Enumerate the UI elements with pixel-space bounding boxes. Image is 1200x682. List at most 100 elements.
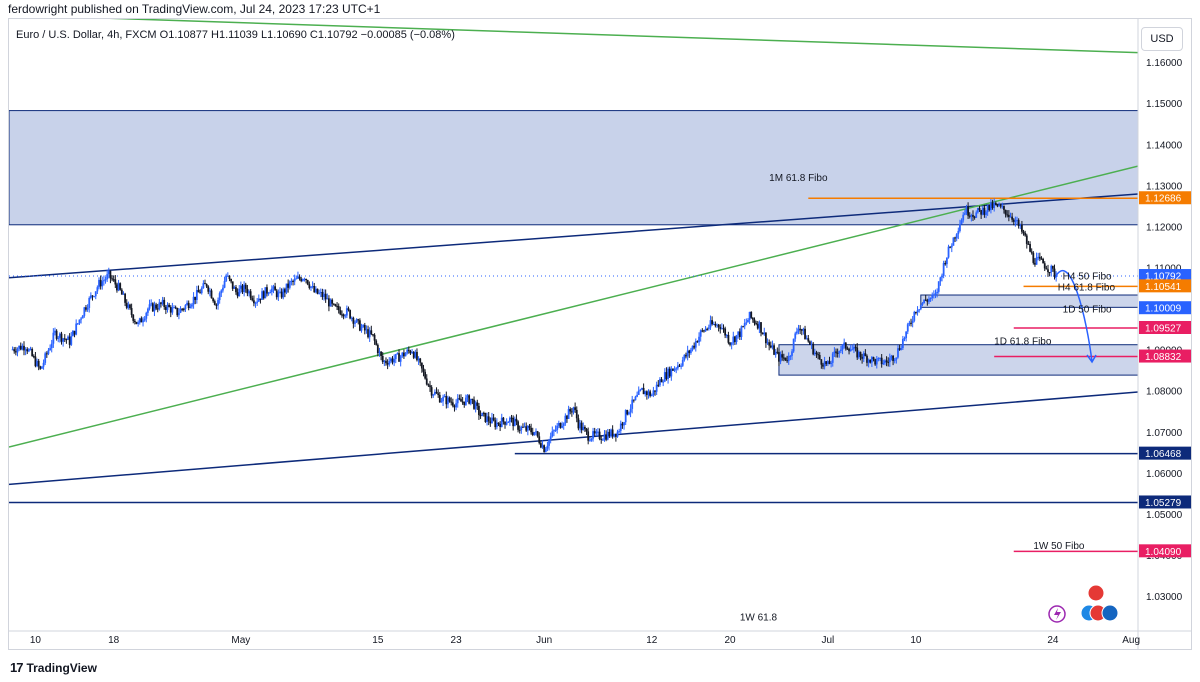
candle-body — [993, 202, 996, 209]
candle-body — [517, 421, 519, 430]
candle-body — [280, 291, 283, 298]
candle-body — [300, 278, 303, 281]
candle-body — [747, 320, 749, 323]
price-tag[interactable] — [1139, 349, 1191, 363]
candle-body — [823, 361, 826, 367]
candle-body — [820, 359, 823, 365]
candle-body — [1024, 232, 1027, 236]
price-tag-label: 1.09527 — [1145, 323, 1182, 334]
x-tick-label: 23 — [451, 635, 463, 646]
fibo-annotation[interactable]: 1W 50 Fibo — [1033, 541, 1085, 552]
calendar-event-icon[interactable] — [1101, 604, 1119, 622]
indicator-icons[interactable] — [1048, 584, 1119, 623]
candle-body — [533, 431, 536, 435]
candle-body — [549, 436, 552, 440]
candle-body — [685, 354, 687, 357]
candle-body — [570, 411, 573, 413]
price-tag[interactable] — [1139, 320, 1191, 334]
candle-body — [634, 396, 637, 401]
candle-body — [345, 308, 348, 316]
fibo-annotation[interactable]: 1D 50 Fibo — [1063, 305, 1112, 316]
fibo-zone[interactable] — [9, 110, 1138, 226]
trend-line[interactable] — [9, 165, 1138, 448]
trend-line[interactable] — [9, 193, 1138, 279]
candle-body — [836, 352, 839, 354]
candle-body — [939, 277, 942, 282]
symbol-info-line[interactable]: Euro / U.S. Dollar, 4h, FXCM O1.10877 H1… — [16, 29, 455, 41]
y-tick-label: 1.07000 — [1146, 428, 1183, 439]
price-tag[interactable] — [1139, 446, 1191, 460]
candle-body — [450, 401, 453, 403]
candle-body — [13, 349, 16, 352]
candle-body — [55, 330, 58, 339]
price-tag[interactable] — [1139, 544, 1191, 558]
candle-body — [122, 293, 125, 295]
candle-body — [261, 291, 263, 300]
trend-line[interactable] — [9, 391, 1138, 486]
candle-body — [595, 431, 598, 434]
candle-body — [145, 312, 148, 319]
candle-body — [818, 355, 821, 360]
candle-body — [937, 281, 940, 292]
candle-body — [650, 394, 653, 397]
candle-body — [398, 353, 400, 362]
candle-body — [65, 339, 68, 341]
tradingview-footer[interactable]: 17 TradingView — [10, 660, 97, 675]
candle-body — [293, 278, 296, 282]
candle-body — [244, 284, 247, 289]
candle-body — [623, 422, 625, 426]
candle-body — [857, 351, 860, 358]
candle-body — [1009, 216, 1012, 218]
candle-body — [787, 356, 790, 362]
trend-line[interactable] — [9, 15, 1138, 54]
price-tag[interactable] — [1139, 191, 1191, 205]
candle-body — [730, 342, 733, 345]
candle-body — [548, 439, 550, 446]
candle-body — [903, 338, 906, 340]
fibo-annotation[interactable]: 1D 61.8 Fibo — [994, 337, 1052, 348]
candle-body — [21, 345, 24, 350]
candle-body — [536, 431, 539, 437]
candle-body — [474, 402, 477, 409]
y-tick-label: 1.16000 — [1146, 58, 1183, 69]
candle-body — [1017, 219, 1020, 227]
candle-body — [763, 332, 766, 335]
currency-button[interactable]: USD — [1141, 27, 1183, 51]
fibo-annotation[interactable]: H4 50 Fibo — [1063, 271, 1112, 282]
candle-body — [332, 303, 335, 305]
candle-body — [724, 328, 727, 336]
candle-body — [297, 276, 299, 279]
price-tag[interactable] — [1139, 495, 1191, 509]
candle-body — [168, 304, 171, 308]
fibo-annotation[interactable]: H4 61.8 Fibo — [1058, 282, 1116, 293]
candle-body — [786, 360, 789, 362]
candle-body — [98, 279, 100, 288]
candle-body — [67, 336, 69, 340]
fibo-annotation[interactable]: 1M 61.8 Fibo — [769, 173, 828, 184]
candle-body — [458, 398, 461, 400]
candle-body — [698, 336, 700, 343]
price-tag[interactable] — [1139, 301, 1191, 315]
candle-body — [681, 359, 684, 366]
candle-body — [663, 372, 666, 382]
projection-arrow[interactable] — [1054, 269, 1093, 363]
fibo-annotation[interactable]: 1W 61.8 — [740, 613, 778, 624]
candle-body — [235, 287, 237, 293]
fibo-zone[interactable] — [920, 294, 1138, 308]
published-by: ferdowright published on TradingView.com… — [8, 2, 381, 16]
candle-body — [448, 397, 451, 402]
candle-body — [632, 399, 635, 401]
candle-body — [901, 338, 904, 349]
candle-body — [678, 365, 681, 367]
candle-body — [908, 322, 911, 325]
candle-body — [714, 324, 717, 326]
candle-body — [1029, 244, 1031, 252]
candle-body — [765, 332, 767, 344]
candle-body — [869, 359, 872, 363]
price-tag[interactable] — [1139, 279, 1191, 293]
candle-body — [1055, 275, 1058, 277]
lightning-glyph-icon — [1054, 608, 1061, 620]
candle-body — [372, 334, 374, 336]
us-flag-icon[interactable] — [1087, 584, 1105, 602]
